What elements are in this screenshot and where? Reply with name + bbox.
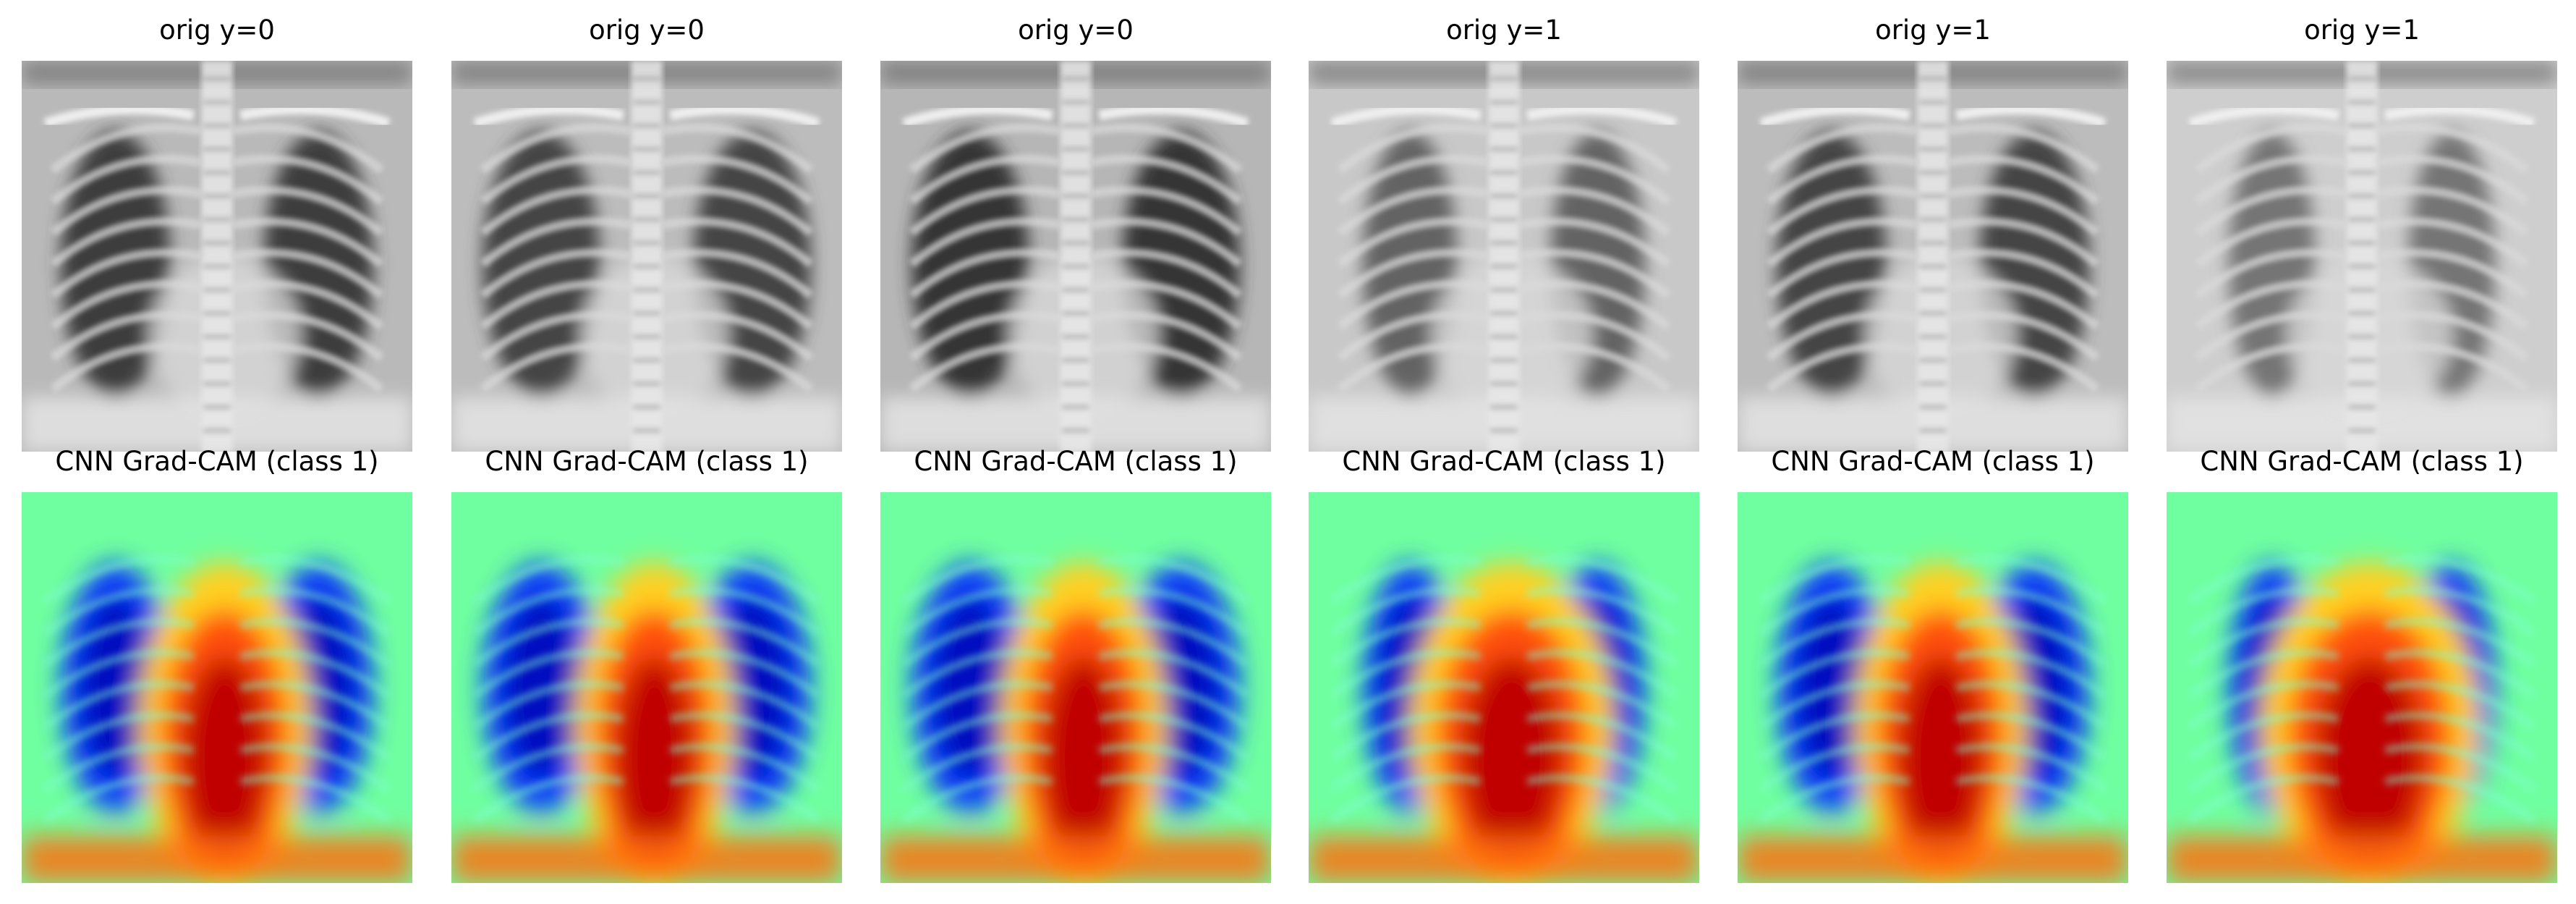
panel-title: orig y=1: [1446, 14, 1562, 46]
xray-image: [1309, 61, 1699, 452]
panel-orig-5: orig y=1: [1738, 14, 2128, 452]
panel-title: CNN Grad-CAM (class 1): [55, 446, 379, 477]
panel-gradcam-3: CNN Grad-CAM (class 1): [880, 446, 1271, 883]
panel-gradcam-4: CNN Grad-CAM (class 1): [1309, 446, 1699, 883]
xray-image: [1738, 61, 2128, 452]
gradcam-heatmap: [22, 492, 412, 883]
xray-image: [880, 61, 1271, 452]
xray-image: [451, 61, 842, 452]
panel-orig-4: orig y=1: [1309, 14, 1699, 452]
panel-orig-6: orig y=1: [2167, 14, 2557, 452]
panel-title: CNN Grad-CAM (class 1): [914, 446, 1238, 477]
panel-orig-2: orig y=0: [451, 14, 842, 452]
panel-title: orig y=1: [1875, 14, 1991, 46]
panel-title: CNN Grad-CAM (class 1): [1771, 446, 2095, 477]
panel-title: CNN Grad-CAM (class 1): [485, 446, 809, 477]
panel-title: orig y=0: [159, 14, 275, 46]
panel-orig-1: orig y=0: [22, 14, 412, 452]
panel-title: orig y=1: [2304, 14, 2420, 46]
panel-gradcam-2: CNN Grad-CAM (class 1): [451, 446, 842, 883]
panel-title: orig y=0: [1018, 14, 1134, 46]
panel-gradcam-1: CNN Grad-CAM (class 1): [22, 446, 412, 883]
panel-title: CNN Grad-CAM (class 1): [2200, 446, 2524, 477]
xray-image: [2167, 61, 2557, 452]
gradcam-heatmap: [451, 492, 842, 883]
gradcam-heatmap: [1738, 492, 2128, 883]
panel-title: orig y=0: [589, 14, 705, 46]
gradcam-heatmap: [1309, 492, 1699, 883]
panel-gradcam-5: CNN Grad-CAM (class 1): [1738, 446, 2128, 883]
gradcam-heatmap: [2167, 492, 2557, 883]
panel-title: CNN Grad-CAM (class 1): [1342, 446, 1666, 477]
xray-image: [22, 61, 412, 452]
panel-orig-3: orig y=0: [880, 14, 1271, 452]
panel-gradcam-6: CNN Grad-CAM (class 1): [2167, 446, 2557, 883]
gradcam-heatmap: [880, 492, 1271, 883]
